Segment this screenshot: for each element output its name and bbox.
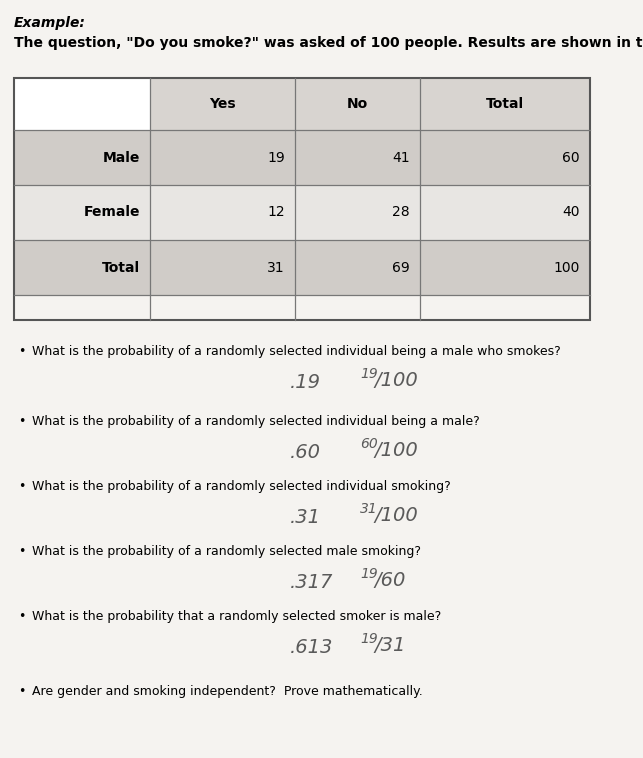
Text: No: No (347, 97, 368, 111)
Text: •: • (18, 345, 25, 358)
Text: 41: 41 (392, 151, 410, 164)
Text: 19: 19 (360, 632, 377, 646)
Text: What is the probability of a randomly selected individual being a male who smoke: What is the probability of a randomly se… (32, 345, 561, 358)
Text: 19: 19 (360, 567, 377, 581)
Text: .317: .317 (290, 573, 333, 592)
Bar (295, 78, 420, 130)
Bar (420, 185, 590, 240)
Bar (14, 240, 150, 295)
Text: /100: /100 (374, 441, 418, 460)
Text: /100: /100 (374, 506, 418, 525)
Text: /31: /31 (374, 636, 405, 655)
Bar (150, 240, 295, 295)
Text: What is the probability that a randomly selected smoker is male?: What is the probability that a randomly … (32, 610, 441, 623)
Text: 100: 100 (554, 261, 580, 274)
Text: •: • (18, 415, 25, 428)
Text: 69: 69 (392, 261, 410, 274)
Text: •: • (18, 480, 25, 493)
Text: The question, "Do you smoke?" was asked of 100 people. Results are shown in the : The question, "Do you smoke?" was asked … (14, 36, 643, 50)
Text: Total: Total (102, 261, 140, 274)
Text: .31: .31 (290, 508, 321, 527)
Text: .613: .613 (290, 638, 333, 657)
Text: Yes: Yes (209, 97, 236, 111)
Bar (14, 78, 150, 130)
Text: 60: 60 (360, 437, 377, 451)
Text: What is the probability of a randomly selected male smoking?: What is the probability of a randomly se… (32, 545, 421, 558)
Bar (295, 240, 420, 295)
Text: What is the probability of a randomly selected individual being a male?: What is the probability of a randomly se… (32, 415, 480, 428)
Text: Are gender and smoking independent?  Prove mathematically.: Are gender and smoking independent? Prov… (32, 685, 422, 698)
Text: 19: 19 (360, 367, 377, 381)
Bar (420, 130, 590, 185)
Text: 40: 40 (563, 205, 580, 220)
Bar (150, 130, 295, 185)
Bar (14, 130, 150, 185)
Text: Male: Male (103, 151, 140, 164)
Text: /60: /60 (374, 571, 405, 590)
Text: 19: 19 (267, 151, 285, 164)
Text: 31: 31 (360, 502, 377, 516)
Text: Example:: Example: (14, 16, 86, 30)
Text: What is the probability of a randomly selected individual smoking?: What is the probability of a randomly se… (32, 480, 451, 493)
Text: •: • (18, 610, 25, 623)
Text: 60: 60 (563, 151, 580, 164)
Text: 28: 28 (392, 205, 410, 220)
Text: .60: .60 (290, 443, 321, 462)
Text: 12: 12 (267, 205, 285, 220)
Text: •: • (18, 545, 25, 558)
Bar (150, 185, 295, 240)
Bar (295, 185, 420, 240)
Text: •: • (18, 685, 25, 698)
Text: Female: Female (84, 205, 140, 220)
Bar (14, 78, 590, 320)
Text: /100: /100 (374, 371, 418, 390)
Text: Total: Total (486, 97, 524, 111)
Bar (14, 185, 150, 240)
Bar (420, 240, 590, 295)
Bar (420, 78, 590, 130)
Text: 31: 31 (267, 261, 285, 274)
Bar (150, 78, 295, 130)
Text: .19: .19 (290, 373, 321, 392)
Bar (295, 130, 420, 185)
